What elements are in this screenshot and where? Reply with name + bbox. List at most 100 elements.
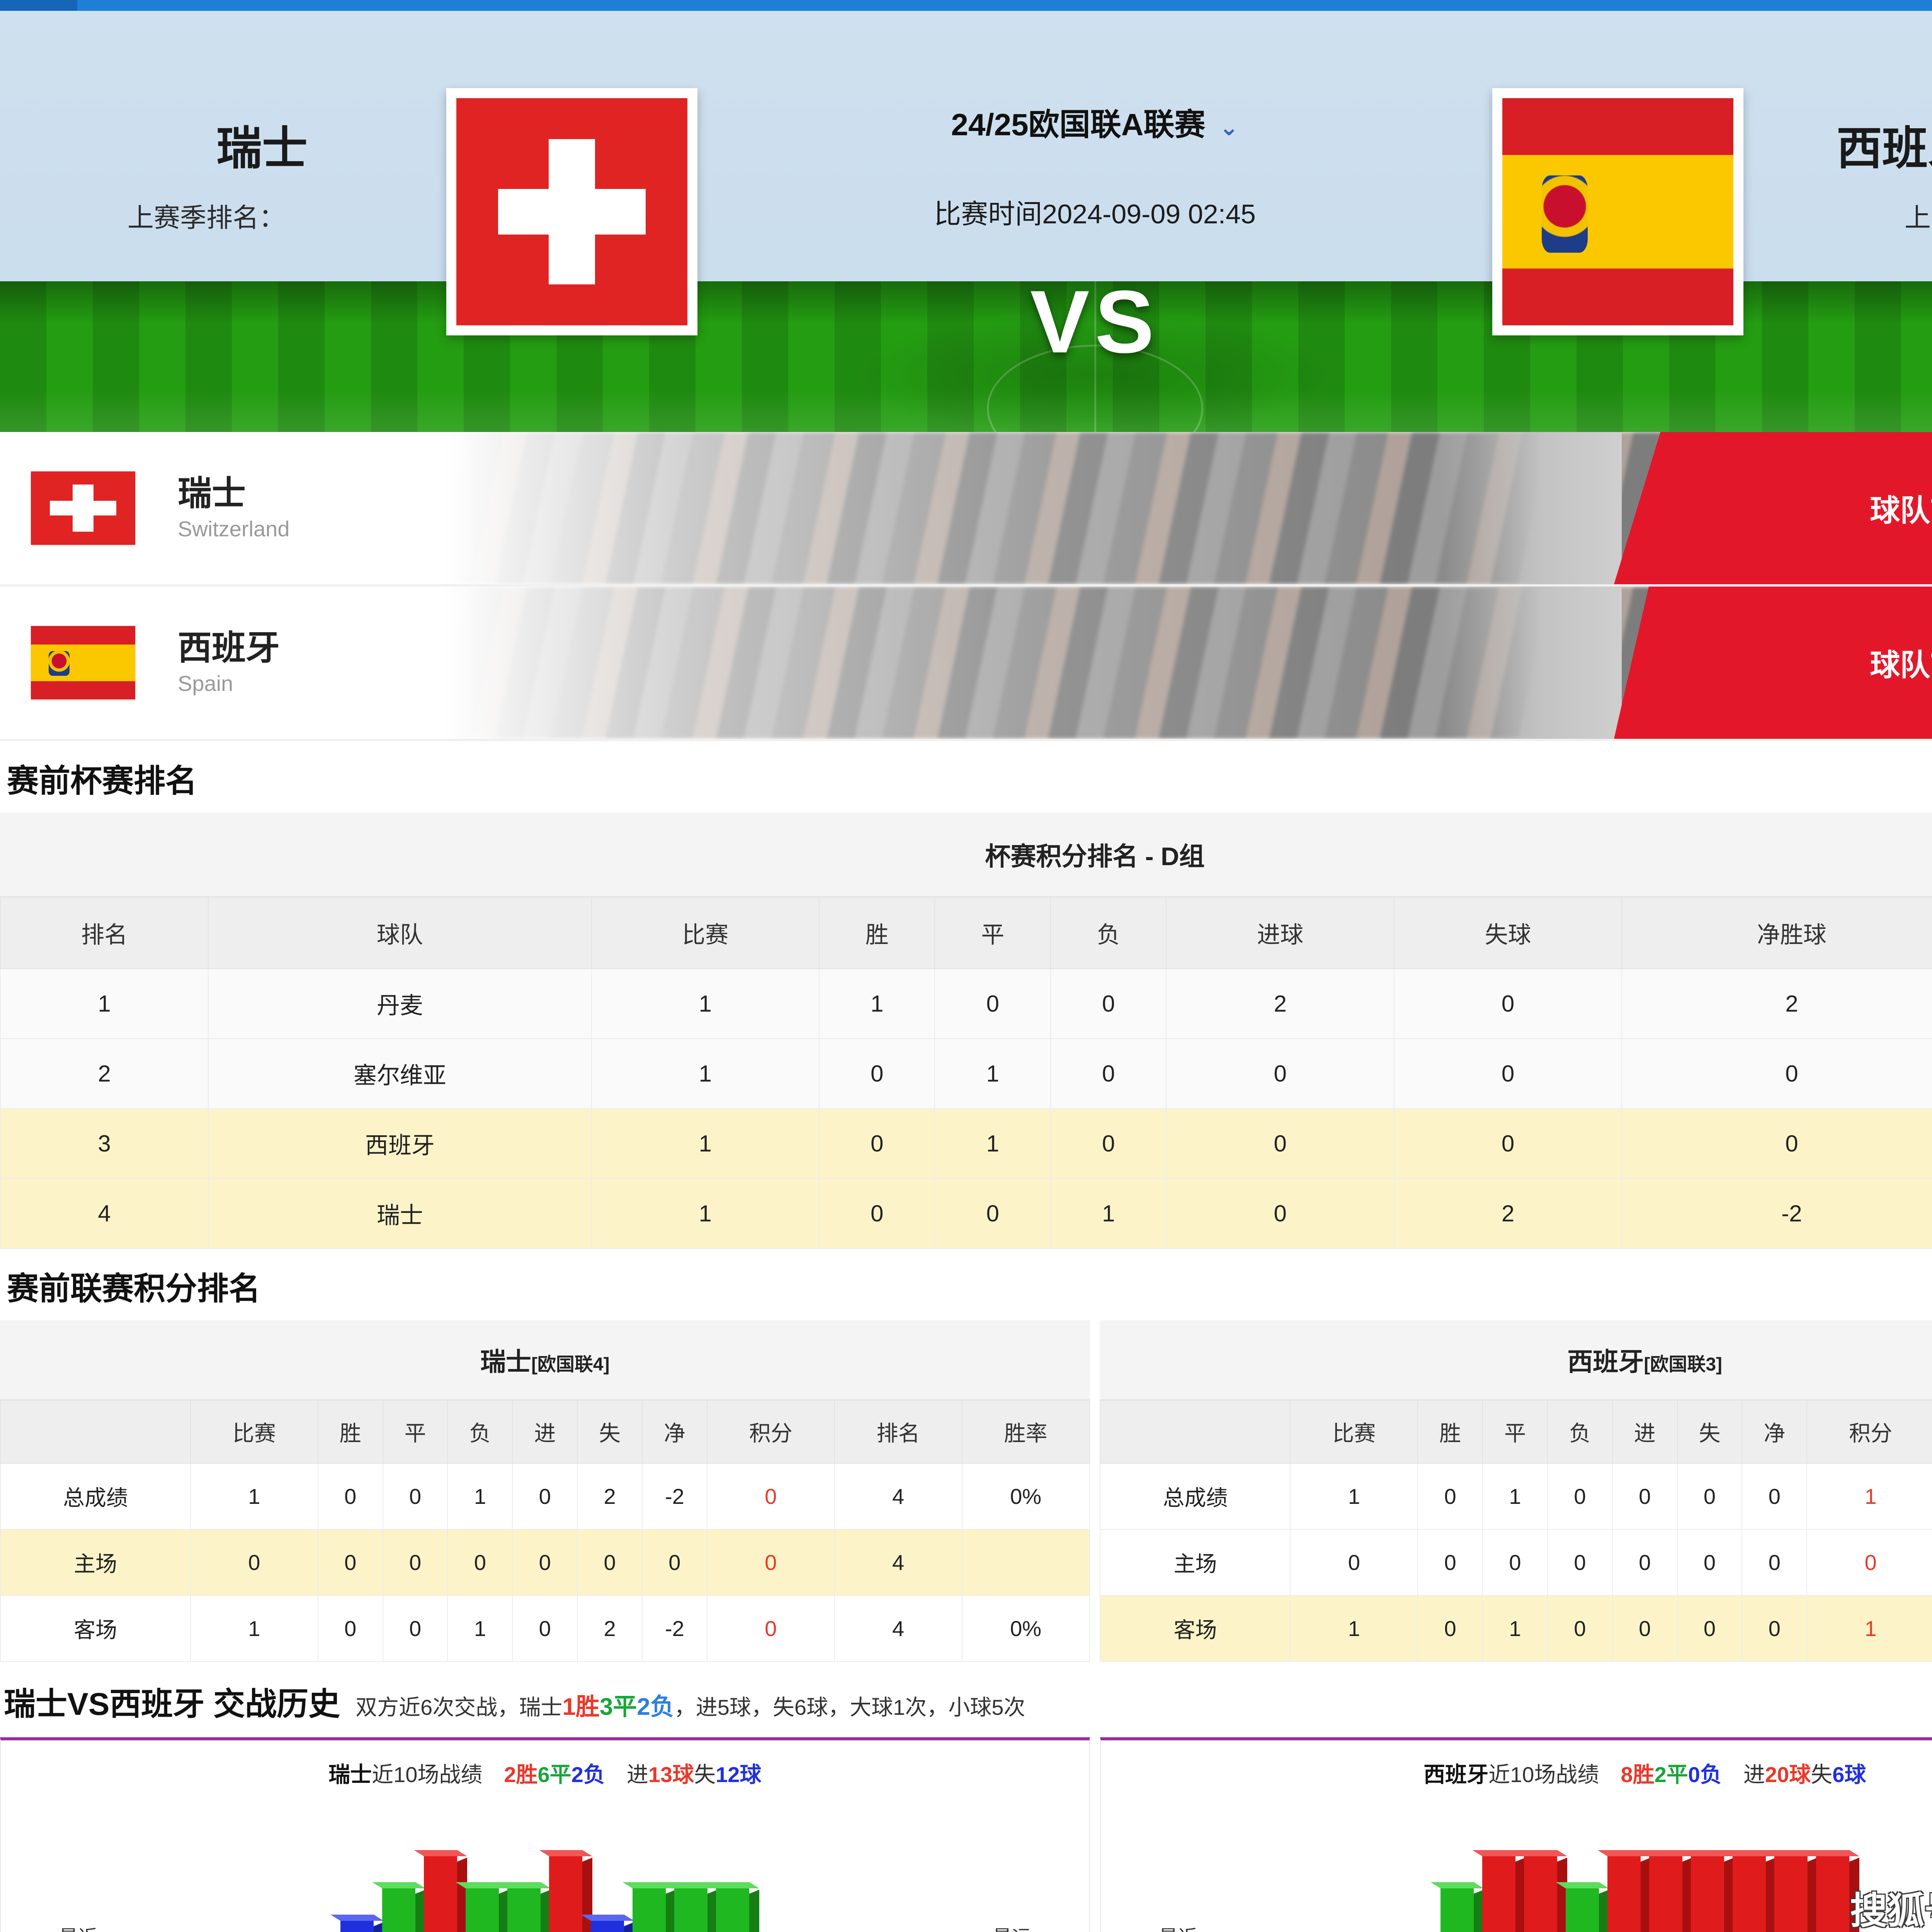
- form-bar-win: [1607, 1856, 1641, 1932]
- table-cell: 0: [317, 1529, 383, 1596]
- table-cell: 0: [382, 1529, 448, 1596]
- league-col-header: 净: [1742, 1400, 1808, 1464]
- league-col-header: 失: [577, 1400, 643, 1464]
- chevron-down-icon[interactable]: ⌄: [1219, 114, 1239, 140]
- table-cell: 0: [1677, 1595, 1743, 1662]
- league-col-header: [1100, 1400, 1291, 1464]
- away-form-draws: 2平: [1654, 1762, 1688, 1787]
- table-row: 3西班牙10100001: [0, 1108, 1932, 1179]
- table-cell: 0: [317, 1595, 383, 1662]
- away-goals-pre: 进: [1743, 1762, 1765, 1787]
- table-cell: 1: [591, 1038, 820, 1109]
- league-row-label: 总成绩: [1100, 1463, 1291, 1530]
- away-team-market-value: 球队市值：10.1亿欧: [1870, 648, 1932, 682]
- table-cell: 0: [1166, 1108, 1395, 1179]
- table-cell: 0: [706, 1463, 835, 1530]
- away-team-last-season-rank: 上赛季排名：: [1904, 203, 1932, 233]
- top-navigation-bar: [0, 0, 1932, 11]
- table-cell: 0: [1166, 1178, 1395, 1249]
- league-col-header: 负: [1547, 1400, 1613, 1464]
- table-cell: 0: [641, 1529, 707, 1596]
- table-cell: 1: [190, 1463, 318, 1530]
- h2h-draws: 3平: [599, 1694, 637, 1720]
- table-cell: 2: [577, 1595, 643, 1662]
- table-cell: 2: [1166, 968, 1395, 1039]
- table-cell: 0: [1806, 1529, 1932, 1596]
- table-cell: 1: [818, 968, 935, 1039]
- h2h-summary-pre: 双方近6次交战，瑞士: [355, 1695, 563, 1719]
- home-goals-against: 12球: [716, 1762, 762, 1787]
- table-cell: 0%: [961, 1595, 1090, 1662]
- away-goals-mid: 失: [1811, 1762, 1833, 1787]
- table-cell: 4: [834, 1463, 963, 1530]
- league-selector[interactable]: 24/25欧国联A联赛 ⌄: [951, 100, 1238, 145]
- away-league-caption-sub: [欧国联3]: [1644, 1354, 1723, 1375]
- league-col-header: [0, 1400, 191, 1464]
- table-cell: 0: [1290, 1529, 1418, 1596]
- league-name: 24/25欧国联A联赛: [951, 107, 1206, 142]
- table-cell: 0: [1050, 1038, 1167, 1109]
- table-cell: 0: [934, 1178, 1051, 1249]
- home-team-last-season-rank: 上赛季排名：: [128, 203, 286, 233]
- home-league-caption: 瑞士[欧国联4]: [0, 1320, 1090, 1400]
- away-team-labels: 西班牙 Spain: [178, 629, 280, 696]
- table-row: 主场 0 0 0 0 0 0 0 0 4: [0, 1529, 1090, 1596]
- home-form-wins: 2胜: [504, 1762, 538, 1787]
- cup-col-header: 球队: [208, 897, 592, 969]
- table-cell: 0: [1621, 1108, 1932, 1179]
- table-cell: [961, 1529, 1090, 1596]
- table-cell: 0: [577, 1529, 643, 1596]
- table-cell: 0: [1612, 1463, 1678, 1530]
- spain-flag-icon: [1502, 98, 1733, 325]
- form-bar-win: [1690, 1856, 1724, 1932]
- form-bar-draw: [507, 1888, 541, 1932]
- league-col-header: 进: [512, 1400, 578, 1464]
- vs-label: VS: [1030, 272, 1160, 371]
- cup-col-header: 排名: [0, 897, 209, 969]
- table-cell: 1: [591, 968, 820, 1039]
- table-cell: 0: [1417, 1529, 1483, 1596]
- form-bar-win: [1816, 1856, 1849, 1932]
- home-league-table: 瑞士[欧国联4] 比赛胜平负进失净积分 排名 胜率 总成绩 1 0 0 1 0 2 -2 0 4 0% 主…: [0, 1320, 1090, 1662]
- cup-col-header: 平: [934, 897, 1051, 969]
- home-goals-mid: 失: [694, 1762, 716, 1787]
- switzerland-flag-icon: [456, 98, 687, 325]
- table-cell: 1: [934, 1108, 1051, 1179]
- league-col-header: 平: [1482, 1400, 1548, 1464]
- away-form-rest: 近10场战绩: [1488, 1762, 1599, 1787]
- league-row-label: 总成绩: [0, 1463, 191, 1530]
- table-row: 客场 1 0 0 1 0 2 -2 0 4 0%: [0, 1595, 1090, 1662]
- league-row-label: 主场: [0, 1529, 191, 1596]
- away-team-flag: [1492, 88, 1743, 335]
- away-form-losses: 0负: [1688, 1762, 1722, 1787]
- table-row: 总成绩1010000130%: [1100, 1463, 1932, 1530]
- table-row: 主场000000003: [1100, 1529, 1932, 1596]
- home-form-losses: 2负: [571, 1762, 605, 1787]
- table-cell: 瑞士: [208, 1178, 592, 1249]
- form-bar-draw: [1565, 1888, 1599, 1932]
- cup-col-header: 比赛: [591, 897, 820, 969]
- home-axis-label-far: 最远: [993, 1922, 1031, 1932]
- table-cell: 1: [1290, 1595, 1418, 1662]
- league-col-header: 排名: [834, 1400, 963, 1464]
- home-league-table-wrap: 瑞士[欧国联4] 比赛胜平负进失净积分 排名 胜率 总成绩 1 0 0 1 0 2 -2 0 4 0% 主…: [0, 1320, 1090, 1662]
- table-cell: 0: [382, 1463, 448, 1530]
- table-cell: 2: [0, 1038, 209, 1109]
- table-cell: 0: [1547, 1463, 1613, 1530]
- form-bar-win: [1482, 1856, 1515, 1932]
- home-form-draws: 6平: [537, 1762, 571, 1787]
- grey-diagonal-band: [1444, 587, 1622, 739]
- table-cell: 0: [190, 1529, 318, 1596]
- table-cell: 1: [591, 1108, 820, 1179]
- active-tab-indicator[interactable]: [0, 0, 77, 11]
- away-team-value-row: 西班牙 Spain 球队市值：10.1亿欧: [0, 587, 1932, 741]
- table-cell: 0: [1050, 968, 1167, 1039]
- table-cell: 1: [934, 1038, 1051, 1109]
- league-row-label: 主场: [1100, 1529, 1291, 1596]
- red-value-band: [1614, 432, 1932, 584]
- form-bar-loss: [591, 1920, 624, 1932]
- table-cell: 1: [447, 1595, 513, 1662]
- h2h-summary-post: ，进5球，失6球，大球1次，小球5次: [674, 1695, 1026, 1719]
- away-team-name: 西班牙: [1836, 123, 1932, 174]
